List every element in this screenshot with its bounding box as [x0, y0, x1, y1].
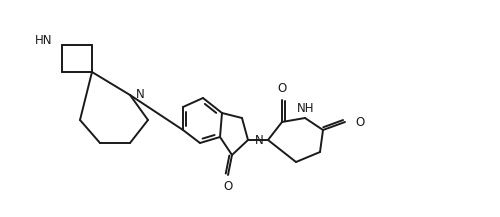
Text: O: O — [278, 82, 286, 95]
Text: N: N — [255, 133, 264, 146]
Text: O: O — [224, 181, 232, 194]
Text: O: O — [355, 115, 364, 128]
Text: NH: NH — [297, 102, 315, 115]
Text: HN: HN — [34, 35, 52, 48]
Text: N: N — [136, 89, 145, 102]
